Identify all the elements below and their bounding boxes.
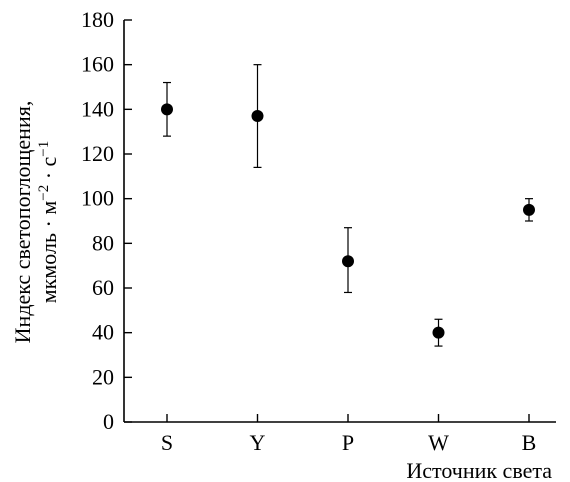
y-axis-unit-part2: · с bbox=[36, 156, 61, 184]
y-tick-label: 140 bbox=[81, 96, 114, 121]
y-axis-title-line2: мкмоль · м−2 · с−1 bbox=[36, 141, 61, 304]
x-tick-label: W bbox=[428, 430, 449, 455]
y-tick-label: 20 bbox=[92, 364, 114, 389]
data-points bbox=[161, 64, 535, 347]
y-tick-label: 60 bbox=[92, 275, 114, 300]
data-point bbox=[342, 255, 354, 268]
y-tick-label: 0 bbox=[103, 409, 114, 434]
y-tick-label: 180 bbox=[81, 7, 114, 32]
x-tick-label: S bbox=[161, 430, 173, 455]
x-tick-label: B bbox=[522, 430, 537, 455]
y-axis-title: Индекс светопоглощения, мкмоль · м−2 · с… bbox=[10, 101, 61, 344]
x-axis-title: Источник света bbox=[406, 458, 552, 482]
data-point bbox=[251, 110, 264, 123]
data-point bbox=[523, 203, 535, 216]
data-point bbox=[161, 103, 173, 116]
x-tick-label: Y bbox=[250, 430, 266, 455]
y-tick-label: 80 bbox=[92, 230, 114, 255]
axes bbox=[123, 20, 556, 423]
y-tick-label: 120 bbox=[81, 141, 114, 166]
data-point bbox=[432, 326, 445, 339]
y-axis-unit-exp2: −1 bbox=[36, 141, 52, 157]
y-tick-label: 100 bbox=[81, 186, 114, 211]
y-tick-label: 40 bbox=[92, 320, 114, 345]
y-ticks: 0 20 40 60 80 100 120 140 160 180 bbox=[81, 7, 132, 434]
y-tick-label: 160 bbox=[81, 52, 114, 77]
y-axis-title-line1: Индекс светопоглощения, bbox=[10, 101, 35, 344]
y-axis-unit-exp1: −2 bbox=[36, 185, 52, 201]
x-tick-label: P bbox=[342, 430, 354, 455]
y-axis-unit-part1: мкмоль · м bbox=[36, 201, 61, 304]
